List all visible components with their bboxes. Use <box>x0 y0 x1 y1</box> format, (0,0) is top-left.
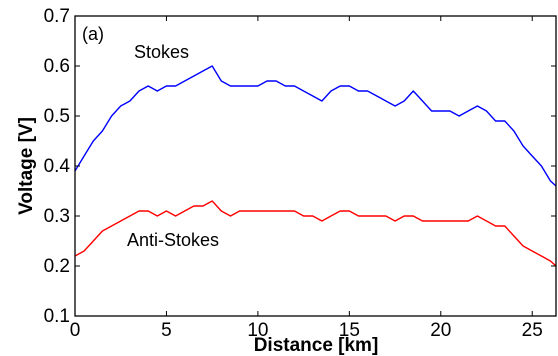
series-line-stokes <box>74 65 557 187</box>
anti-stokes-annotation: Anti-Stokes <box>127 230 219 250</box>
x-tick-label: 25 <box>522 320 543 341</box>
plot-area <box>75 16 556 316</box>
x-tick-label: 10 <box>247 320 268 341</box>
y-tick-label: 0.7 <box>44 6 70 27</box>
stokes-annotation: Stokes <box>134 42 189 62</box>
series-line-anti-stokes <box>74 200 557 267</box>
series-layer <box>74 65 557 267</box>
y-tick-label: 0.5 <box>44 106 70 127</box>
y-tick-label: 0.2 <box>44 256 70 277</box>
x-tick-label: 20 <box>430 320 451 341</box>
panel-label: (a) <box>82 24 104 44</box>
x-tick-label: 15 <box>339 320 360 341</box>
y-tick-label: 0.1 <box>44 306 70 327</box>
tick-layer: 0 5 10 15 20 25 0.1 0.2 0.3 0.4 0.5 0.6 0.7 <box>44 6 556 341</box>
x-tick-label: 0 <box>70 320 81 341</box>
y-axis-title: Voltage [V] <box>16 117 37 215</box>
x-tick-label: 5 <box>161 320 172 341</box>
y-tick-label: 0.6 <box>44 56 70 77</box>
x-axis-title: Distance [km] <box>254 335 379 356</box>
y-tick-label: 0.4 <box>44 156 71 177</box>
y-tick-label: 0.3 <box>44 206 70 227</box>
